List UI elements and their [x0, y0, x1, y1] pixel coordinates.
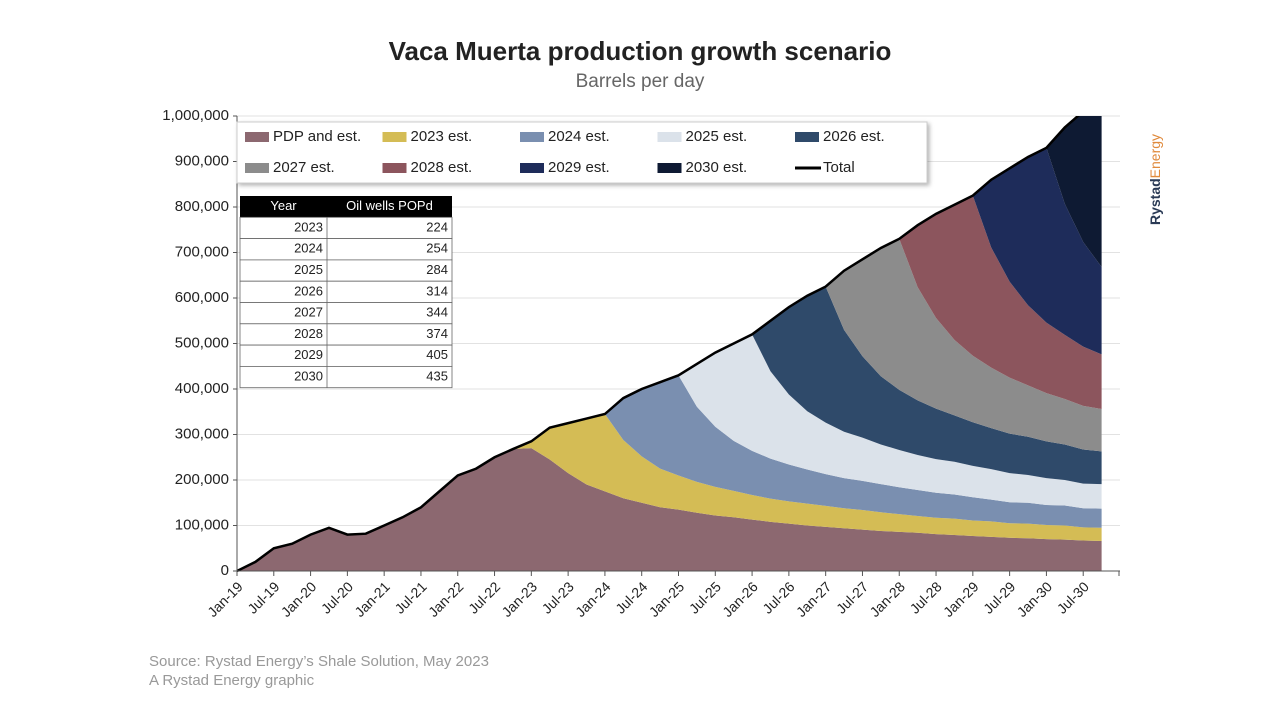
legend: PDP and est. 2023 est. 2024 est. 2025 est. 2…: [236, 121, 928, 184]
y-tick-label: 800,000: [175, 198, 229, 215]
x-tick-label: Jul-20: [318, 578, 356, 616]
y-tick-label: 500,000: [175, 334, 229, 351]
table-cell: 435: [426, 368, 448, 383]
table-row: [239, 259, 453, 282]
area: [237, 286, 1102, 571]
y-tick-label: 900,000: [175, 152, 229, 169]
x-tick-label: Jan-30: [1014, 578, 1056, 620]
y-tick-label: 200,000: [175, 471, 229, 488]
y-tick-label: 0: [221, 562, 229, 579]
table-cell: 374: [426, 326, 448, 341]
y-tick-label: 400,000: [175, 380, 229, 397]
total-line: [237, 116, 1080, 572]
table-row: [239, 344, 453, 367]
legend-label: 2028 est.: [411, 159, 473, 176]
area: [237, 147, 1102, 571]
y-tick-label: 100,000: [175, 516, 229, 533]
table-cell: 2025: [294, 262, 323, 277]
x-tick-label: Jul-19: [244, 578, 282, 616]
area: [237, 375, 1102, 571]
table-cell: 2028: [294, 326, 323, 341]
credit: A Rystad Energy graphic: [149, 672, 315, 689]
legend-label: 2030 est.: [686, 159, 748, 176]
y-tick-label: 300,000: [175, 425, 229, 442]
table-header-bg: [240, 196, 452, 218]
area: [237, 238, 1102, 571]
x-tick-label: Jul-26: [759, 578, 797, 616]
table-header: Oil wells POPd: [346, 198, 433, 213]
x-tick-label: Jan-20: [278, 578, 320, 620]
table-row: [239, 280, 453, 303]
legend-label: 2027 est.: [273, 159, 335, 176]
area: [237, 414, 1102, 571]
x-tick-label: Jan-29: [940, 578, 982, 620]
x-tick-label: Jan-23: [498, 578, 540, 620]
table-cell: 224: [426, 219, 448, 234]
x-tick-label: Jul-27: [833, 578, 871, 616]
table-cell: 2027: [294, 305, 323, 320]
table-cell: 344: [426, 305, 448, 320]
legend-label: 2029 est.: [548, 159, 610, 176]
brand-second: Energy: [1147, 134, 1163, 178]
legend-swatch: [657, 163, 682, 173]
legend-swatch: [382, 132, 407, 142]
table-cell: 284: [426, 262, 448, 277]
x-tick-label: Jan-28: [866, 578, 908, 620]
x-tick-label: Jul-24: [612, 578, 650, 616]
legend-swatch: [520, 132, 544, 142]
legend-swatch: [245, 132, 269, 142]
x-tick-label: Jul-22: [465, 578, 503, 616]
chart-subtitle: Barrels per day: [576, 71, 705, 92]
legend-swatch: [382, 163, 407, 173]
plot-area: [237, 116, 1102, 572]
table-row: [239, 302, 453, 325]
table-row: [239, 238, 453, 261]
y-tick-label: 1,000,000: [162, 107, 229, 124]
x-tick-label: Jan-27: [793, 578, 835, 620]
x-tick-label: Jul-25: [686, 578, 724, 616]
table-row: [239, 216, 453, 240]
table-cell: 2023: [294, 219, 323, 234]
table-cell: 314: [426, 283, 448, 298]
x-tick-label: Jan-25: [646, 578, 688, 620]
table-cell: 2030: [294, 368, 323, 383]
x-tick-label: Jul-28: [906, 578, 944, 616]
table-cell: 2024: [294, 241, 323, 256]
x-tick-label: Jul-30: [1054, 578, 1092, 616]
x-tick-label: Jan-19: [204, 578, 246, 620]
legend-swatch: [657, 132, 682, 142]
y-tick-label: 600,000: [175, 289, 229, 306]
brand: RystadEnergy: [1147, 134, 1163, 225]
legend-swatch: [520, 163, 544, 173]
x-tick-label: Jan-26: [719, 578, 761, 620]
x-tick-label: Jul-29: [980, 578, 1018, 616]
chart-title: Vaca Muerta production growth scenario: [389, 36, 892, 66]
x-tick-label: Jan-22: [425, 578, 467, 620]
legend-label: 2025 est.: [686, 128, 748, 145]
brand-first: Rystad: [1147, 178, 1163, 225]
legend-label: 2026 est.: [823, 128, 885, 145]
area: [237, 448, 1102, 571]
source: Source: Rystad Energy’s Shale Solution, …: [149, 653, 489, 670]
legend-label: PDP and est.: [273, 128, 361, 145]
legend-label: Total: [823, 159, 855, 176]
table-cell: 2026: [294, 283, 323, 298]
x-tick-label: Jul-23: [539, 578, 577, 616]
legend-label: 2023 est.: [411, 128, 473, 145]
legend-label: 2024 est.: [548, 128, 610, 145]
x-tick-label: Jul-21: [391, 578, 429, 616]
table-cell: 2029: [294, 347, 323, 362]
table-cell: 254: [426, 241, 448, 256]
table: Year Oil wells POPd 2023 224 2024 254 2025 284 2…: [239, 196, 453, 389]
table-header: Year: [270, 198, 297, 213]
legend-swatch: [245, 163, 269, 173]
table-row: [239, 323, 453, 346]
legend-swatch: [795, 132, 819, 142]
table-cell: 405: [426, 347, 448, 362]
x-tick-label: Jan-24: [572, 578, 614, 620]
table-row: [239, 365, 453, 389]
y-tick-label: 700,000: [175, 243, 229, 260]
x-tick-label: Jan-21: [351, 578, 393, 620]
